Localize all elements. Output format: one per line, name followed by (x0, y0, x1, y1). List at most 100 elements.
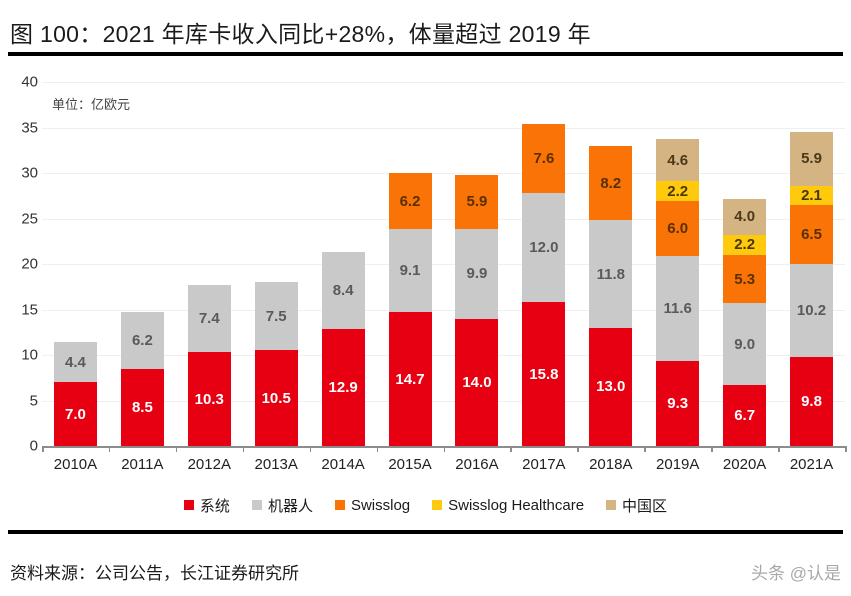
bar-segment[interactable]: 10.5 (254, 350, 298, 446)
watermark-text: 头条 @认是 (751, 563, 841, 583)
bar-value-label: 10.3 (194, 390, 224, 408)
bar-stack[interactable]: 7.0 4.4 (53, 342, 97, 446)
bar-segment[interactable]: 7.4 (187, 284, 231, 353)
footer: 资料来源：公司公告，长江证券研究所 头条 @认是 (10, 556, 841, 586)
bar-segment[interactable]: 11.8 (589, 220, 633, 328)
bar-stack[interactable]: 10.5 7.5 (254, 282, 298, 446)
bar-segment[interactable]: 12.9 (321, 328, 365, 446)
x-axis-tick (644, 446, 646, 452)
bar-segment[interactable]: 2.1 (790, 185, 834, 205)
bar-stack[interactable]: 6.7 9.0 5.3 2.2 4.0 (723, 198, 767, 446)
x-axis-tick (108, 446, 111, 452)
bar-segment[interactable]: 11.6 (656, 255, 700, 362)
bar-segment[interactable]: 6.5 (790, 204, 834, 265)
bar-segment[interactable]: 6.0 (656, 201, 700, 256)
bar-segment[interactable]: 14.7 (388, 312, 432, 446)
bar-segment[interactable]: 9.9 (455, 228, 499, 319)
legend-item[interactable]: 系统 (183, 495, 230, 516)
bar-segment[interactable]: 7.6 (522, 123, 566, 194)
legend-item[interactable]: Swisslog Healthcare (432, 497, 584, 514)
bar-segment[interactable]: 2.2 (723, 234, 767, 255)
bar-value-label: 2.2 (734, 236, 756, 254)
bar-segment[interactable]: 7.5 (254, 282, 298, 351)
bar-value-label: 15.8 (529, 365, 559, 383)
x-axis-tick (510, 446, 512, 452)
bar-segment[interactable]: 4.6 (656, 139, 700, 182)
bar-stack[interactable]: 12.9 8.4 (321, 252, 365, 446)
legend-swatch-icon (432, 500, 443, 510)
bar-segment[interactable]: 8.2 (589, 145, 633, 221)
x-axis-tick (175, 446, 178, 452)
bar-segment[interactable]: 12.0 (522, 193, 566, 303)
bar-segment[interactable]: 9.8 (790, 356, 834, 446)
x-axis-tick (242, 446, 245, 452)
bar-value-label: 9.0 (734, 335, 756, 353)
legend-label: 机器人 (267, 497, 313, 515)
legend-item[interactable]: Swisslog (334, 496, 411, 514)
bar-stack[interactable]: 9.8 10.2 6.5 2.1 5.9 (790, 132, 834, 446)
gridline (42, 127, 845, 129)
x-axis-tick-label: 2013A (254, 456, 298, 473)
bar-value-label: 4.0 (734, 208, 756, 226)
gridline (42, 264, 845, 265)
bar-value-label: 9.8 (801, 392, 822, 410)
x-axis-tick (711, 446, 713, 452)
gridline (42, 173, 845, 174)
bar-segment[interactable]: 9.1 (388, 229, 432, 313)
bar-value-label: 2.2 (667, 182, 689, 200)
bar-stack[interactable]: 9.3 11.6 6.0 2.2 4.6 (656, 139, 700, 446)
y-axis-tick-label: 40 (21, 73, 38, 91)
bar-segment[interactable]: 8.4 (321, 252, 365, 329)
legend-label: Swisslog (350, 496, 411, 514)
bar-segment[interactable]: 9.0 (723, 303, 767, 386)
bar-segment[interactable]: 2.2 (656, 181, 700, 202)
legend-swatch-icon (606, 500, 617, 510)
bar-stack[interactable]: 14.7 9.1 6.2 (388, 173, 432, 446)
bar-value-label: 6.7 (734, 407, 756, 425)
title-divider (8, 52, 843, 56)
legend-item[interactable]: 机器人 (251, 495, 313, 516)
x-axis-tick-label: 2016A (455, 456, 499, 473)
bar-value-label: 6.0 (667, 220, 689, 238)
bar-segment[interactable]: 10.3 (187, 352, 231, 446)
x-axis-tick (376, 446, 379, 452)
bar-value-label: 6.2 (399, 192, 421, 210)
bar-segment[interactable]: 6.2 (120, 312, 164, 369)
bar-stack[interactable]: 13.0 11.8 8.2 (589, 145, 633, 446)
legend-swatch-icon (334, 500, 345, 510)
legend-item[interactable]: 中国区 (606, 495, 667, 516)
bar-value-label: 7.4 (198, 310, 220, 328)
bar-value-label: 5.9 (466, 193, 488, 211)
bar-segment[interactable]: 4.4 (53, 342, 97, 383)
x-axis-tick-label: 2015A (388, 456, 432, 473)
bar-stack[interactable]: 10.3 7.4 (187, 284, 231, 446)
bar-segment[interactable]: 5.9 (790, 132, 834, 186)
legend-swatch-icon (183, 500, 194, 510)
bar-stack[interactable]: 14.0 9.9 5.9 (455, 174, 499, 446)
x-axis-tick-label: 2010A (53, 456, 98, 473)
y-axis-tick-label: 35 (21, 119, 38, 136)
legend-swatch-icon (251, 500, 262, 510)
bar-segment[interactable]: 10.2 (790, 264, 834, 357)
bar-segment[interactable]: 7.0 (53, 382, 97, 446)
bar-value-label: 13.0 (596, 378, 626, 396)
bar-value-label: 8.2 (600, 174, 622, 192)
bar-value-label: 7.6 (533, 149, 555, 167)
bar-segment[interactable]: 8.5 (120, 368, 164, 446)
bar-segment[interactable]: 13.0 (589, 327, 633, 446)
bar-segment[interactable]: 9.3 (656, 361, 700, 446)
bar-segment[interactable]: 5.3 (723, 254, 767, 304)
bar-segment[interactable]: 4.0 (723, 198, 767, 235)
bar-segment[interactable]: 6.7 (723, 385, 767, 446)
bar-segment[interactable]: 5.9 (455, 174, 499, 229)
bar-segment[interactable]: 14.0 (455, 318, 499, 446)
bar-stack[interactable]: 15.8 12.0 7.6 (522, 123, 566, 446)
bar-segment[interactable]: 6.2 (388, 173, 432, 230)
bar-segment[interactable]: 15.8 (522, 302, 566, 446)
bar-stack[interactable]: 8.5 6.2 (120, 312, 164, 446)
x-axis-tick (778, 446, 780, 452)
y-axis-tick-label: 30 (21, 164, 38, 182)
page-title: 图 100：2021 年库卡收入同比+28%，体量超过 2019 年 (10, 21, 591, 47)
y-axis-tick-label: 25 (21, 210, 38, 227)
